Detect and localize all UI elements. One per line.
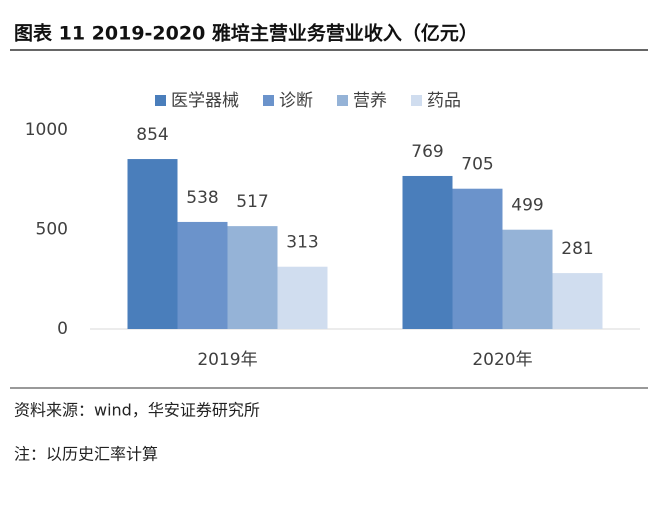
value-label: 538 — [186, 188, 218, 208]
value-label: 705 — [461, 155, 493, 175]
bar — [127, 159, 178, 329]
value-label: 499 — [511, 196, 543, 216]
x-tick-label: 2019年 — [197, 350, 257, 370]
bar — [277, 266, 328, 329]
source: 资料来源：wind，华安证券研究所 — [14, 401, 260, 420]
bar — [227, 226, 278, 329]
bar — [552, 273, 603, 329]
legend-swatch — [337, 95, 348, 106]
value-label: 281 — [561, 239, 593, 259]
y-tick-label: 0 — [57, 319, 68, 339]
chart-title: 图表 11 2019-2020 雅培主营业务营业收入（亿元） — [14, 22, 478, 45]
legend-swatch — [411, 95, 422, 106]
value-label: 313 — [286, 233, 318, 253]
value-label: 769 — [411, 142, 443, 162]
bar — [502, 229, 553, 329]
legend-swatch — [263, 95, 274, 106]
y-tick-label: 500 — [36, 220, 68, 240]
x-tick-label: 2020年 — [472, 350, 532, 370]
value-label: 854 — [136, 125, 168, 145]
legend-label: 诊断 — [279, 91, 313, 111]
value-label: 517 — [236, 192, 268, 212]
legend-swatch — [155, 95, 166, 106]
y-tick-label: 1000 — [25, 120, 68, 140]
legend-label: 药品 — [427, 91, 461, 111]
legend-label: 营养 — [353, 91, 387, 111]
bar — [452, 188, 503, 329]
note: 注：以历史汇率计算 — [14, 445, 158, 464]
bar — [402, 175, 453, 329]
bar — [177, 221, 228, 329]
legend-label: 医学器械 — [171, 91, 239, 111]
